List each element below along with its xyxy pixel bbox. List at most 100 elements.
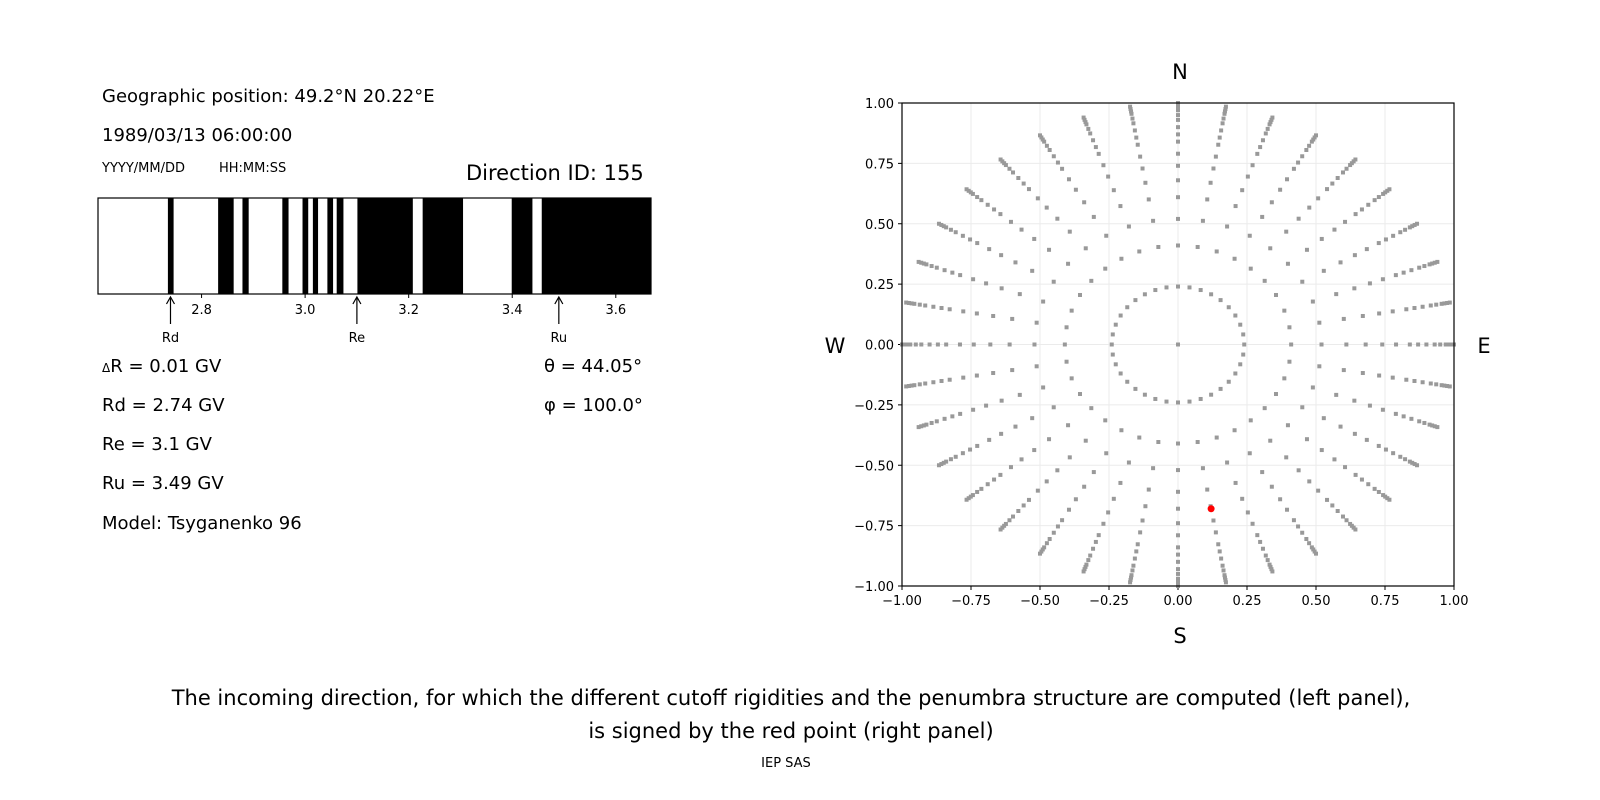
grid-point xyxy=(1412,222,1417,227)
grid-point xyxy=(934,419,939,424)
grid-point xyxy=(1218,386,1223,391)
grid-point xyxy=(1211,518,1216,523)
grid-point xyxy=(1415,463,1420,468)
selected-direction-point xyxy=(1207,505,1215,513)
grid-point xyxy=(931,380,936,385)
grid-point xyxy=(1319,236,1324,241)
y-tick-label: 1.00 xyxy=(865,97,894,112)
grid-point xyxy=(916,259,921,264)
rd-value: Rd = 2.74 GV xyxy=(102,395,225,416)
grid-point xyxy=(960,451,965,456)
grid-point xyxy=(1353,212,1358,217)
grid-point xyxy=(1269,117,1274,122)
grid-point xyxy=(1096,151,1101,156)
x-tick-label: 3.4 xyxy=(502,303,523,318)
grid-point xyxy=(960,233,965,238)
grid-point xyxy=(1416,342,1421,347)
grid-point xyxy=(1242,342,1247,347)
grid-point xyxy=(1214,435,1219,440)
grid-point xyxy=(1314,551,1318,556)
grid-point xyxy=(944,459,949,464)
grid-point xyxy=(1091,214,1096,219)
grid-point xyxy=(1314,133,1318,138)
grid-point xyxy=(1273,292,1278,297)
grid-point xyxy=(1176,552,1180,557)
grid-point xyxy=(1156,244,1161,249)
grid-point xyxy=(1245,174,1250,179)
grid-point xyxy=(1316,488,1321,493)
grid-point xyxy=(1360,313,1365,318)
grid-point xyxy=(924,422,929,427)
grid-point xyxy=(1013,260,1018,265)
grid-point xyxy=(1221,116,1226,121)
re-value: Re = 3.1 GV xyxy=(102,434,212,455)
grid-point xyxy=(905,342,910,347)
grid-point xyxy=(1030,268,1035,273)
grid-point xyxy=(1103,266,1108,271)
grid-point xyxy=(904,384,909,389)
grid-point xyxy=(1353,157,1358,162)
grid-point xyxy=(1241,352,1246,357)
grid-point xyxy=(1062,342,1067,347)
grid-point xyxy=(1398,454,1403,459)
grid-point xyxy=(974,311,979,316)
grid-point xyxy=(1176,567,1180,572)
grid-point xyxy=(1176,506,1180,511)
grid-point xyxy=(1113,362,1118,367)
grid-point xyxy=(1381,191,1386,196)
theta-value: θ = 44.05° xyxy=(544,356,643,377)
grid-point xyxy=(1278,497,1283,502)
grid-point xyxy=(1432,342,1437,347)
grid-point xyxy=(975,195,980,200)
grid-point xyxy=(1176,125,1180,130)
grid-point xyxy=(939,222,944,227)
grid-point xyxy=(1296,160,1301,165)
x-tick-label: −0.50 xyxy=(1020,594,1060,609)
grid-point xyxy=(1008,219,1013,224)
grid-point xyxy=(1248,418,1253,423)
grid-point xyxy=(929,264,934,269)
grid-point xyxy=(1260,470,1265,475)
grid-point xyxy=(1260,138,1265,143)
grid-point xyxy=(1300,405,1305,410)
grid-point xyxy=(1032,342,1037,347)
grid-point xyxy=(1300,154,1305,159)
geo-position: Geographic position: 49.2°N 20.22°E xyxy=(102,86,435,107)
grid-point xyxy=(1248,266,1253,271)
grid-point xyxy=(1258,145,1263,150)
grid-point xyxy=(1176,559,1180,564)
grid-point xyxy=(1216,142,1221,147)
grid-point xyxy=(1393,411,1398,416)
grid-point xyxy=(1093,539,1098,544)
grid-point xyxy=(1131,121,1136,126)
grid-point xyxy=(1352,286,1357,291)
forbidden-band xyxy=(167,198,174,294)
grid-point xyxy=(1222,573,1227,578)
grid-point xyxy=(1443,342,1448,347)
delta-r-value: R = 0.01 GV xyxy=(110,356,222,377)
grid-point xyxy=(1216,542,1221,547)
grid-point xyxy=(1041,299,1046,304)
grid-point xyxy=(1126,224,1131,229)
grid-point xyxy=(1376,489,1381,494)
grid-point xyxy=(1404,307,1409,312)
x-tick-label: 2.8 xyxy=(191,303,212,318)
ru-value: Ru = 3.49 GV xyxy=(102,473,224,494)
grid-point xyxy=(950,414,955,419)
grid-point xyxy=(968,494,973,499)
grid-point xyxy=(921,261,926,266)
grid-point xyxy=(1126,460,1131,465)
grid-point xyxy=(1060,166,1065,171)
x-tick-label: 3.2 xyxy=(398,303,419,318)
grid-point xyxy=(1311,137,1316,142)
grid-point xyxy=(1091,546,1096,551)
grid-point xyxy=(1013,424,1018,429)
grid-point xyxy=(942,416,947,421)
y-tick-label: −1.00 xyxy=(854,580,894,595)
grid-point xyxy=(961,309,966,314)
grid-point xyxy=(991,313,996,318)
grid-point xyxy=(1352,398,1357,403)
grid-point xyxy=(1081,115,1086,120)
grid-point xyxy=(1128,107,1133,112)
grid-point xyxy=(1205,487,1210,492)
